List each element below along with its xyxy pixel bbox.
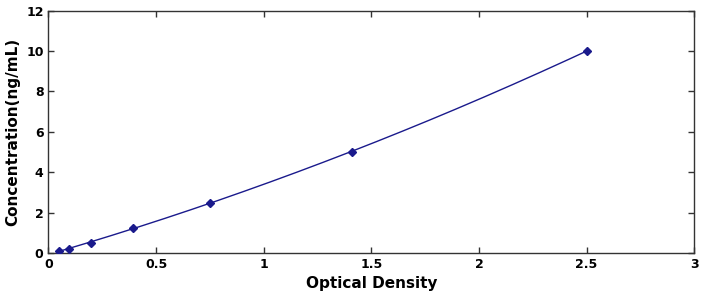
- Y-axis label: Concentration(ng/mL): Concentration(ng/mL): [6, 38, 20, 226]
- X-axis label: Optical Density: Optical Density: [306, 277, 437, 291]
